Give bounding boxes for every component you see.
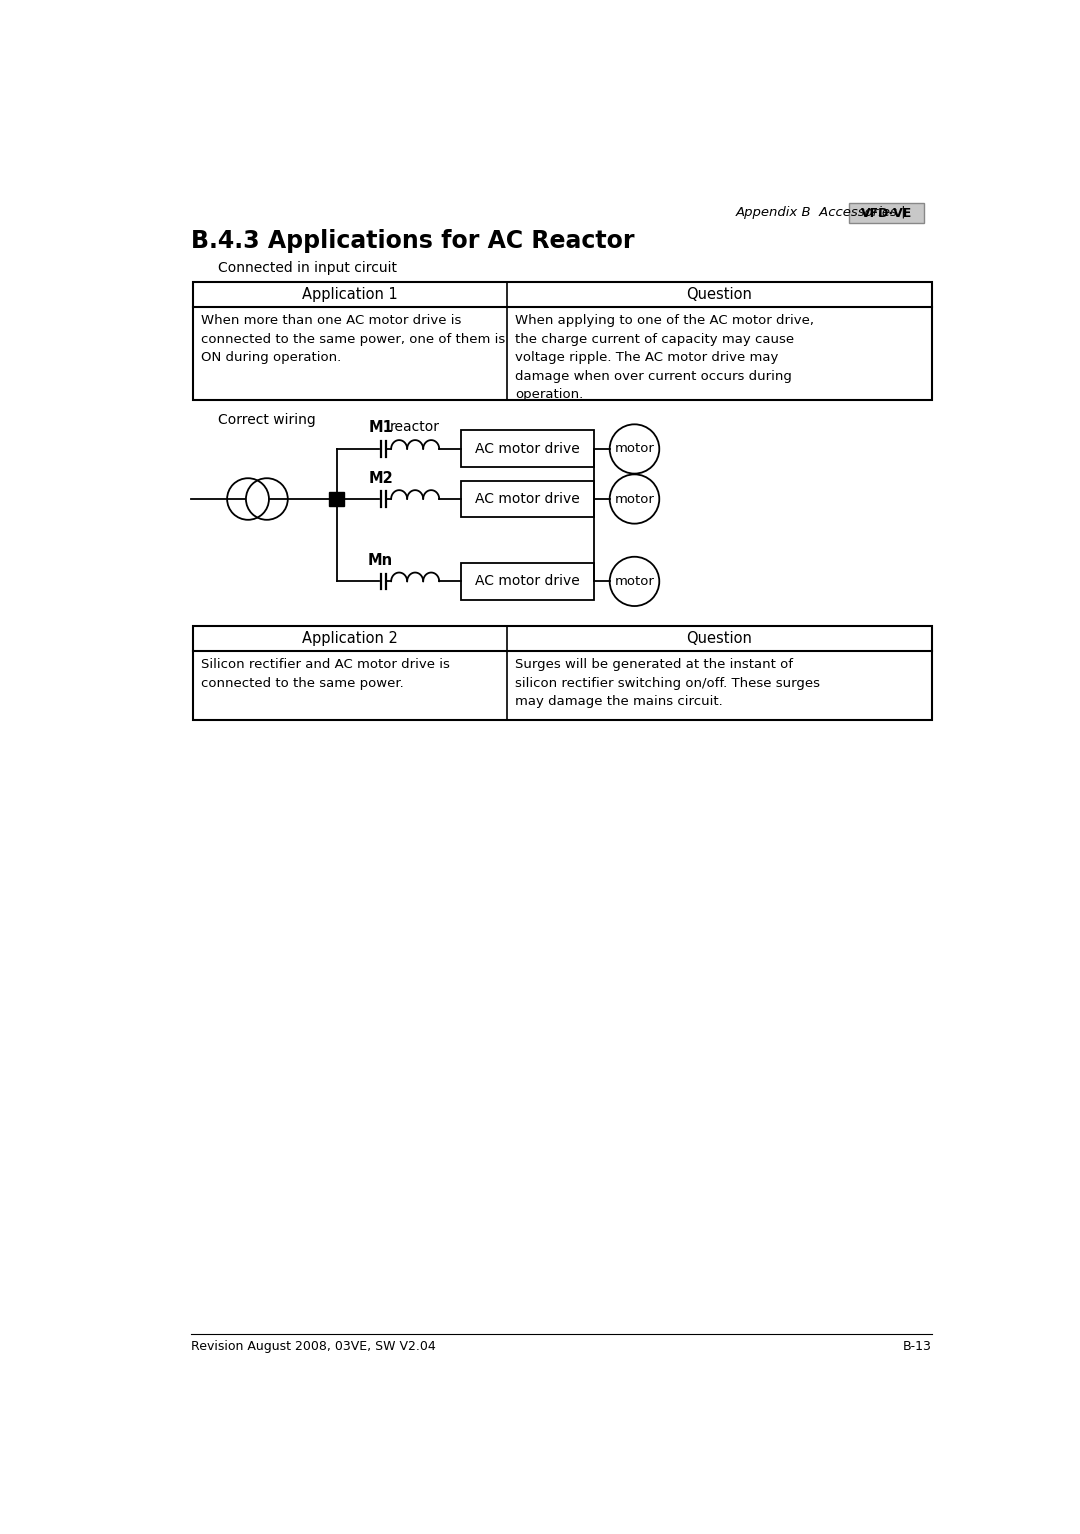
Bar [461,431,594,468]
Text: Correct wiring: Correct wiring [218,414,315,428]
Text: motor: motor [615,442,654,456]
Text: Application 2: Application 2 [302,630,399,646]
Bar [193,626,932,719]
Text: Silicon rectifier and AC motor drive is
connected to the same power.: Silicon rectifier and AC motor drive is … [201,658,449,690]
Text: M2: M2 [368,471,393,486]
Text: AC motor drive: AC motor drive [475,492,580,506]
Text: B.4.3 Applications for AC Reactor: B.4.3 Applications for AC Reactor [191,229,634,253]
Text: Application 1: Application 1 [302,287,397,302]
Bar [329,492,343,506]
Text: Connected in input circuit: Connected in input circuit [218,261,397,275]
Bar [193,282,932,400]
Text: Surges will be generated at the instant of
silicon rectifier switching on/off. T: Surges will be generated at the instant … [515,658,820,709]
Text: Revision August 2008, 03VE, SW V2.04: Revision August 2008, 03VE, SW V2.04 [191,1341,435,1353]
Bar [461,563,594,600]
Text: When applying to one of the AC motor drive,
the charge current of capacity may c: When applying to one of the AC motor dri… [515,314,813,402]
Text: motor: motor [615,492,654,506]
Text: motor: motor [615,575,654,588]
Bar [461,480,594,517]
Text: When more than one AC motor drive is
connected to the same power, one of them is: When more than one AC motor drive is con… [201,314,505,364]
Text: AC motor drive: AC motor drive [475,442,580,456]
Text: Mn: Mn [368,552,393,568]
Text: M1: M1 [368,420,393,436]
Text: Appendix B  Accessories |: Appendix B Accessories | [735,206,906,219]
Text: B-13: B-13 [903,1341,932,1353]
Text: VFD·VE: VFD·VE [861,207,912,219]
Text: Question: Question [687,287,753,302]
Text: reactor: reactor [390,420,441,434]
Text: Question: Question [687,630,753,646]
FancyBboxPatch shape [849,204,924,224]
Text: AC motor drive: AC motor drive [475,574,580,589]
